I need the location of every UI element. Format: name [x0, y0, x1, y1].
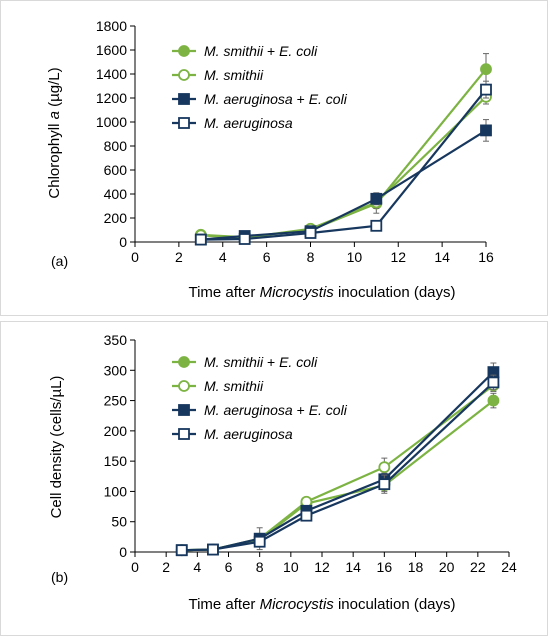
x-tick-label: 14 — [345, 559, 361, 575]
y-tick-label: 1400 — [96, 66, 127, 82]
x-tick-label: 8 — [307, 249, 315, 265]
data-point — [370, 192, 383, 205]
x-tick-label: 18 — [408, 559, 424, 575]
data-point — [378, 461, 391, 474]
x-tick-label: 12 — [390, 249, 406, 265]
data-point — [378, 478, 391, 491]
legend-item: M. smithii + E. coli — [172, 354, 318, 370]
legend-item: M. smithii — [172, 67, 264, 83]
data-point — [175, 544, 188, 557]
y-axis-title-b: Cell density (cells/µL) — [48, 376, 65, 519]
legend-item: M. aeruginosa + E. coli — [172, 91, 348, 107]
y-tick-label: 100 — [104, 483, 128, 499]
x-tick-label: 4 — [193, 559, 201, 575]
legend-label: M. smithii — [204, 378, 264, 394]
y-tick-label: 200 — [104, 423, 128, 439]
x-axis-title-b: Time after Microcystis inoculation (days… — [188, 596, 455, 613]
y-tick-label: 50 — [111, 514, 127, 530]
series-line — [181, 399, 495, 552]
legend-label: M. smithii + E. coli — [204, 43, 318, 59]
legend-a: M. smithii + E. coli M. smithii M. aerugin… — [172, 43, 348, 131]
chart-panel-b: (b) Time after Microcystis inoculation (… — [0, 321, 548, 636]
legend-marker — [178, 117, 190, 129]
series-line — [200, 129, 487, 241]
series-a-3 — [194, 80, 492, 246]
data-point — [480, 124, 492, 137]
y-tick-label: 1800 — [96, 18, 127, 34]
series-a-1 — [194, 89, 492, 244]
x-axis-title-a: Time after Microcystis inoculation (days… — [188, 284, 455, 301]
y-tick-label: 800 — [104, 138, 128, 154]
y-axis-title-a: Chlorophyll a (µg/L) — [46, 67, 63, 198]
legend-label: M. smithii — [204, 67, 264, 83]
legend-label: M. smithii + E. coli — [204, 354, 318, 370]
y-tick-label: 1600 — [96, 42, 127, 58]
data-point — [194, 233, 207, 246]
legend-item: M. smithii + E. coli — [172, 43, 318, 59]
y-tick-label: 200 — [104, 210, 128, 226]
legend-marker — [178, 428, 190, 440]
series-b-3 — [175, 374, 500, 557]
x-tick-label: 0 — [131, 559, 139, 575]
x-tick-label: 2 — [162, 559, 170, 575]
data-point — [487, 376, 500, 389]
legend-item: M. smithii — [172, 378, 264, 394]
x-tick-label: 20 — [439, 559, 455, 575]
legend-label: M. aeruginosa — [204, 426, 293, 442]
y-tick-label: 300 — [104, 362, 128, 378]
x-tick-label: 10 — [347, 249, 363, 265]
legend-marker — [178, 356, 190, 368]
data-point — [253, 535, 266, 548]
legend-label: M. aeruginosa — [204, 115, 293, 131]
legend-label: M. aeruginosa + E. coli — [204, 402, 348, 418]
panel-label-b: (b) — [51, 569, 68, 585]
legend-item: M. aeruginosa — [172, 115, 293, 131]
legend-item: M. aeruginosa + E. coli — [172, 402, 348, 418]
x-tick-label: 2 — [175, 249, 183, 265]
x-tick-label: 6 — [225, 559, 233, 575]
chart-a-svg: (a) Time after Microcystis inoculation (… — [46, 18, 494, 301]
data-point — [487, 394, 500, 407]
data-point — [304, 227, 317, 239]
chart-b-svg: (b) Time after Microcystis inoculation (… — [48, 332, 517, 613]
legend-marker — [178, 404, 190, 416]
data-point — [300, 509, 313, 522]
y-tick-label: 1200 — [96, 90, 127, 106]
x-tick-label: 8 — [256, 559, 264, 575]
y-tick-label: 1000 — [96, 114, 127, 130]
y-tick-label: 0 — [119, 544, 127, 560]
y-tick-label: 600 — [104, 162, 128, 178]
legend-marker — [178, 93, 190, 105]
x-tick-label: 24 — [501, 559, 517, 575]
data-point — [238, 233, 251, 245]
x-tick-label: 14 — [434, 249, 450, 265]
legend-marker — [178, 45, 190, 57]
y-tick-label: 250 — [104, 393, 128, 409]
data-point — [480, 63, 492, 76]
x-tick-label: 0 — [131, 249, 139, 265]
x-tick-label: 12 — [314, 559, 330, 575]
y-tick-label: 150 — [104, 453, 128, 469]
x-tick-label: 16 — [377, 559, 393, 575]
x-tick-label: 10 — [283, 559, 299, 575]
data-point — [207, 543, 219, 556]
x-tick-label: 4 — [219, 249, 227, 265]
chart-panel-a: (a) Time after Microcystis inoculation (… — [0, 0, 548, 316]
legend-item: M. aeruginosa — [172, 426, 293, 442]
legend-marker — [178, 380, 190, 392]
y-tick-label: 0 — [119, 234, 127, 250]
panel-label-a: (a) — [51, 253, 68, 269]
x-tick-label: 16 — [478, 249, 494, 265]
series-line — [181, 371, 495, 552]
data-point — [480, 83, 492, 96]
y-tick-label: 400 — [104, 186, 128, 202]
x-tick-label: 6 — [263, 249, 271, 265]
legend-b: M. smithii + E. coli M. smithii M. aerugin… — [172, 354, 348, 442]
legend-label: M. aeruginosa + E. coli — [204, 91, 348, 107]
x-tick-label: 22 — [470, 559, 486, 575]
y-tick-label: 350 — [104, 332, 128, 348]
legend-marker — [178, 69, 190, 81]
data-point — [370, 219, 383, 232]
